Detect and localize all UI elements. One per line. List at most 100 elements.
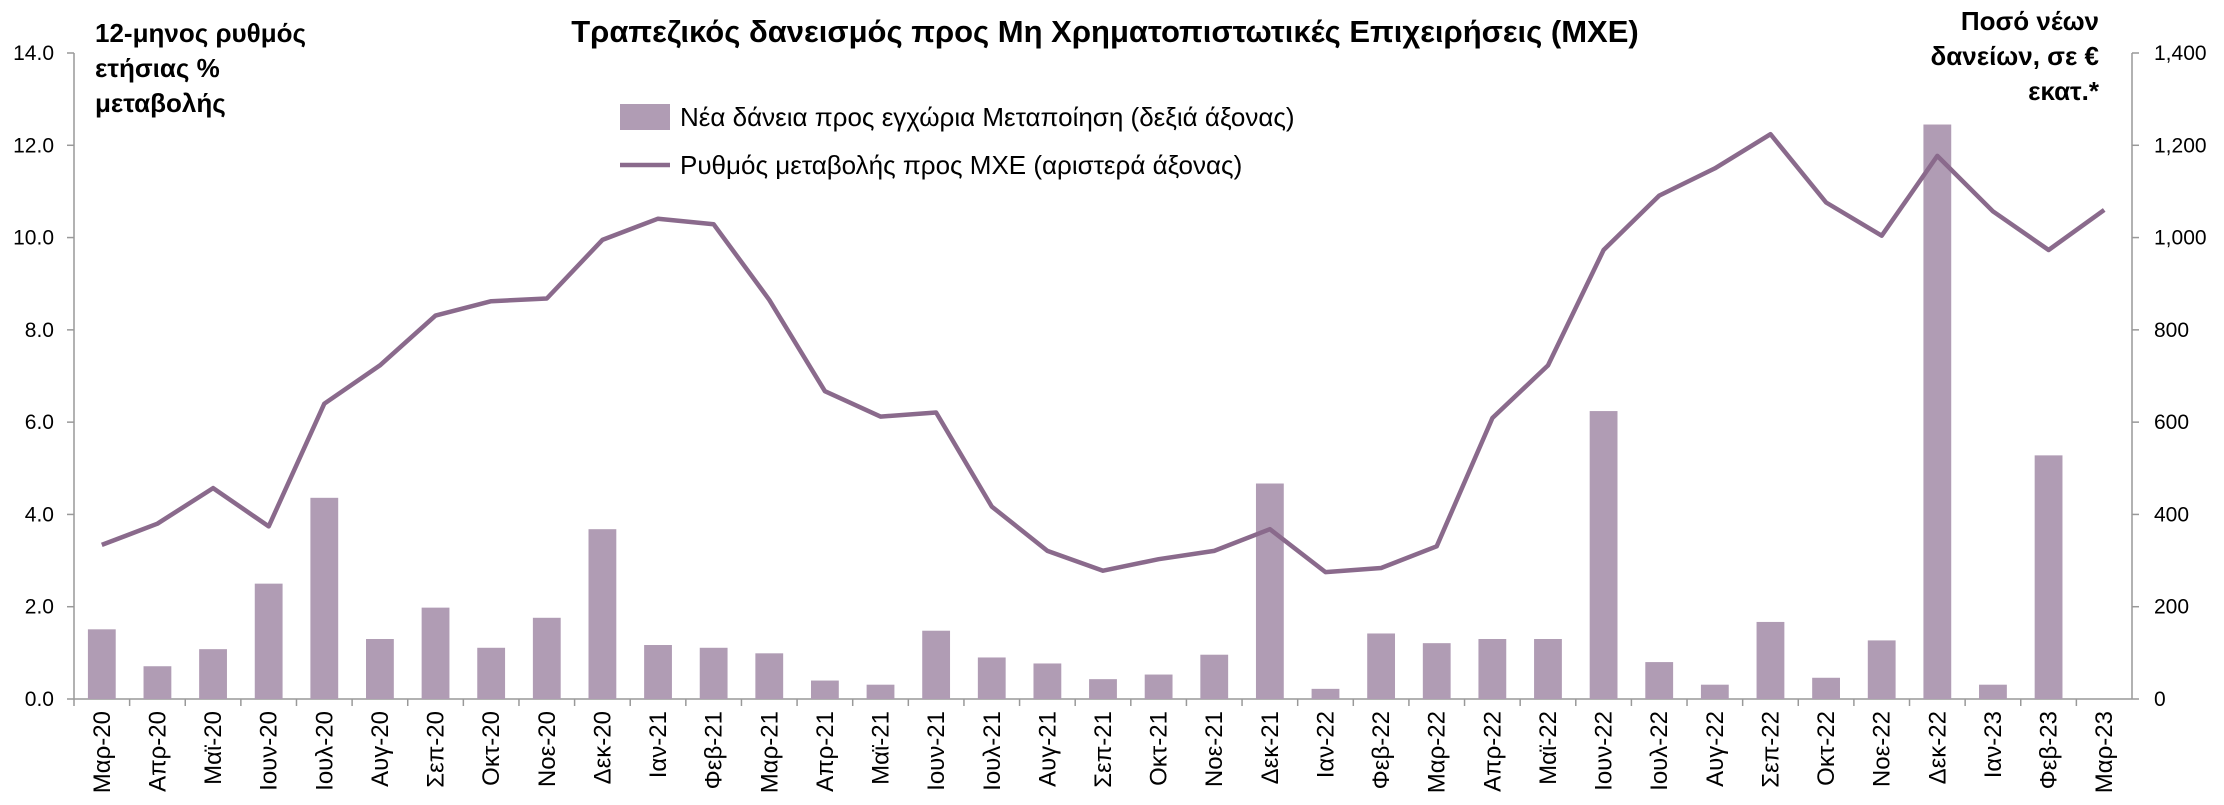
- legend-label: Νέα δάνεια προς εγχώρια Μεταποίηση (δεξι…: [680, 102, 1295, 132]
- y-axis-title: μεταβολής: [95, 88, 226, 118]
- x-tick-label: Ιουν-22: [1591, 711, 1618, 791]
- x-tick-label: Αυγ-22: [1702, 711, 1729, 787]
- bar: [1867, 640, 1896, 699]
- y2-tick-label: 400: [2154, 503, 2189, 526]
- bar: [1589, 411, 1618, 699]
- x-tick-label: Μαϊ-20: [200, 711, 227, 785]
- bar: [922, 630, 951, 699]
- x-tick-label: Νοε-22: [1869, 711, 1896, 787]
- y2-tick-label: 800: [2154, 319, 2189, 342]
- x-tick-label: Ιουλ-20: [311, 711, 338, 791]
- x-tick-label: Σεπ-22: [1757, 711, 1784, 788]
- x-tick-label: Νοε-20: [534, 711, 561, 787]
- y-tick-label: 4.0: [25, 503, 54, 526]
- x-tick-label: Μαϊ-21: [868, 711, 895, 785]
- y-tick-label: 10.0: [13, 227, 54, 250]
- x-tick-label: Δεκ-20: [589, 711, 616, 784]
- x-tick-label: Μαρ-22: [1424, 711, 1451, 793]
- bar: [199, 649, 227, 699]
- bar: [1645, 662, 1674, 699]
- y2-axis-title: εκατ.*: [2028, 76, 2100, 106]
- x-tick-label: Μαρ-23: [2091, 711, 2118, 793]
- y2-tick-label: 1,400: [2154, 42, 2207, 65]
- bar: [143, 666, 172, 699]
- bar: [1979, 684, 2007, 699]
- x-tick-label: Ιαν-23: [1980, 711, 2007, 778]
- bar: [1812, 677, 1840, 699]
- x-tick-label: Ιαν-21: [645, 711, 672, 778]
- bar: [810, 680, 839, 699]
- y-tick-label: 12.0: [13, 134, 54, 157]
- y-tick-label: 0.0: [25, 688, 54, 711]
- x-tick-label: Μαϊ-22: [1535, 711, 1562, 785]
- bar: [1923, 124, 1952, 700]
- x-tick-label: Ιουν-20: [256, 711, 283, 791]
- bar: [1367, 633, 1396, 699]
- y2-axis-title: δανείων, σε €: [1931, 41, 2099, 71]
- line: [100, 131, 2106, 575]
- bar: [699, 647, 728, 699]
- bar: [1033, 663, 1062, 699]
- bar: [421, 607, 450, 699]
- bar: [1422, 643, 1451, 699]
- x-tick-label: Οκτ-21: [1146, 711, 1173, 786]
- bar: [366, 639, 394, 699]
- bar: [477, 647, 506, 699]
- bar: [755, 653, 784, 699]
- bar: [644, 645, 672, 699]
- bar: [532, 617, 561, 699]
- x-tick-label: Μαρ-21: [756, 711, 783, 793]
- bar: [1700, 684, 1729, 699]
- chart-title: Τραπεζικός δανεισμός προς Μη Χρηματοπιστ…: [571, 14, 1638, 49]
- bar: [1144, 674, 1173, 699]
- x-tick-label: Αυγ-20: [367, 711, 394, 787]
- bar: [1200, 654, 1229, 699]
- legend-label: Ρυθμός μεταβολής προς ΜΧΕ (αριστερά άξον…: [680, 150, 1242, 180]
- x-tick-label: Αυγ-21: [1034, 711, 1061, 787]
- bar: [87, 629, 116, 699]
- y-axis-title: 12-μηνος ρυθμός: [95, 18, 306, 48]
- x-tick-label: Απρ-22: [1479, 711, 1506, 792]
- bar: [310, 497, 339, 699]
- x-tick-label: Ιουλ-22: [1646, 711, 1673, 791]
- y2-axis-title: Ποσό νέων: [1961, 6, 2099, 36]
- y2-tick-label: 600: [2154, 411, 2189, 434]
- legend-swatch: [620, 104, 670, 130]
- bar: [977, 657, 1006, 699]
- bar: [1089, 679, 1117, 699]
- bar: [1756, 621, 1785, 699]
- x-tick-label: Δεκ-22: [1924, 711, 1951, 784]
- bar: [1311, 688, 1340, 699]
- x-tick-label: Νοε-21: [1201, 711, 1228, 787]
- x-tick-label: Οκτ-20: [478, 711, 505, 786]
- y2-tick-label: 1,200: [2154, 134, 2207, 157]
- y2-tick-label: 0: [2154, 688, 2166, 711]
- x-tick-label: Μαρ-20: [89, 711, 116, 793]
- y-tick-label: 6.0: [25, 411, 54, 434]
- y-tick-label: 14.0: [13, 42, 54, 65]
- bar: [1534, 639, 1562, 699]
- x-tick-label: Οκτ-22: [1813, 711, 1840, 786]
- x-tick-label: Σεπ-20: [423, 711, 450, 788]
- x-tick-label: Απρ-21: [812, 711, 839, 792]
- y-tick-label: 2.0: [25, 596, 54, 619]
- x-tick-label: Ιουλ-21: [979, 711, 1006, 791]
- bar: [254, 583, 283, 699]
- y2-tick-label: 200: [2154, 596, 2189, 619]
- bar: [2034, 455, 2063, 699]
- bar: [866, 684, 895, 699]
- x-tick-label: Δεκ-21: [1257, 711, 1284, 784]
- bar: [1478, 639, 1507, 699]
- x-tick-label: Απρ-20: [144, 711, 171, 792]
- x-tick-label: Φεβ-21: [701, 711, 728, 789]
- x-tick-label: Φεβ-22: [1368, 711, 1395, 789]
- x-tick-label: Φεβ-23: [2036, 711, 2063, 789]
- x-tick-label: Σεπ-21: [1090, 711, 1117, 788]
- y2-tick-label: 1,000: [2154, 227, 2207, 250]
- bar: [588, 529, 617, 699]
- y-axis-title: ετήσιας %: [95, 53, 220, 83]
- x-tick-label: Ιουν-21: [923, 711, 950, 791]
- y-tick-label: 8.0: [25, 319, 54, 342]
